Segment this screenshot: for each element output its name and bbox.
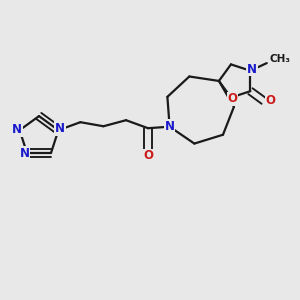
Text: N: N	[55, 122, 65, 135]
Text: N: N	[247, 63, 257, 76]
Text: N: N	[20, 146, 30, 160]
Text: N: N	[165, 120, 175, 133]
Text: O: O	[227, 92, 238, 106]
Text: CH₃: CH₃	[270, 54, 291, 64]
Text: O: O	[266, 94, 275, 107]
Text: N: N	[12, 123, 22, 136]
Text: O: O	[143, 149, 153, 162]
